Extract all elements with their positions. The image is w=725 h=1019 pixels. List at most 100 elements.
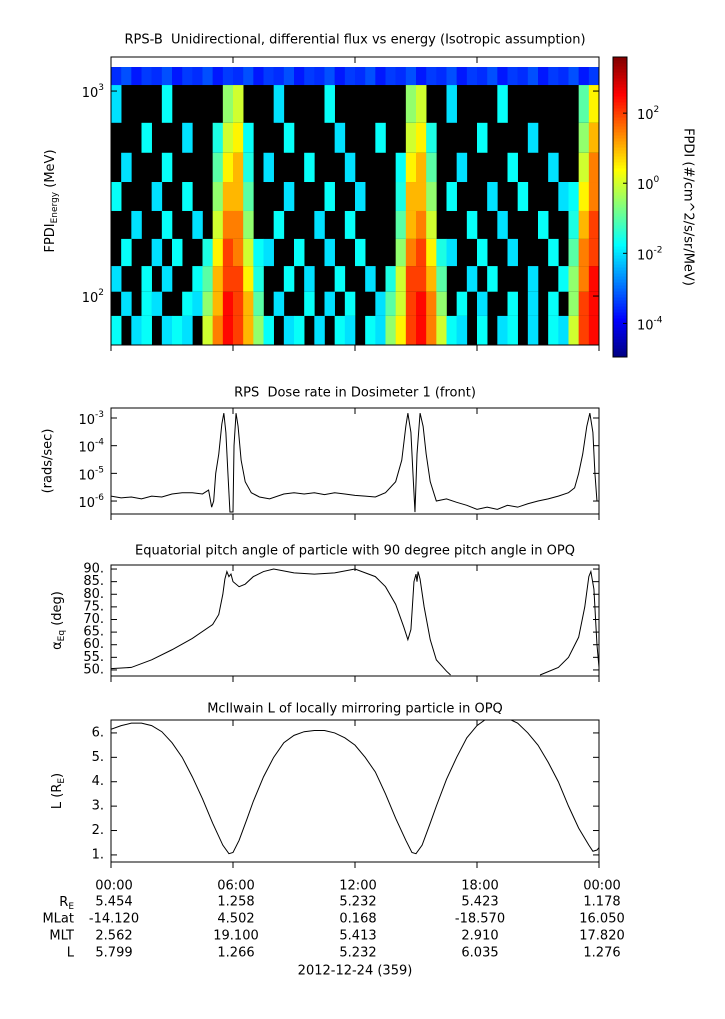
colorbar-swatch bbox=[613, 90, 627, 94]
heatmap-cell bbox=[405, 85, 417, 123]
colorbar-swatch bbox=[613, 288, 627, 292]
heatmap-cell bbox=[517, 67, 529, 86]
heatmap-cell bbox=[395, 315, 407, 345]
y-tick-label: 10-6 bbox=[78, 493, 104, 511]
colorbar-swatch bbox=[613, 69, 627, 73]
heatmap-cell bbox=[233, 266, 244, 292]
heatmap-cell bbox=[253, 315, 264, 345]
heatmap-cell bbox=[283, 67, 295, 86]
heatmap-cell bbox=[416, 238, 427, 267]
heatmap-cell bbox=[182, 67, 193, 86]
ephemeris-value: 1.266 bbox=[217, 946, 254, 961]
heatmap-cell bbox=[263, 152, 274, 183]
heatmap-cell bbox=[527, 291, 539, 316]
heatmap-cell bbox=[568, 315, 579, 345]
heatmap-cell bbox=[161, 315, 173, 345]
heatmap-cell bbox=[578, 122, 590, 153]
heatmap-cell bbox=[294, 67, 305, 86]
heatmap-cell bbox=[426, 152, 437, 183]
colorbar-swatch bbox=[613, 330, 627, 334]
heatmap-cell bbox=[273, 291, 285, 316]
colorbar-swatch bbox=[613, 282, 627, 286]
heatmap-cell bbox=[111, 85, 122, 123]
heatmap-cell bbox=[355, 67, 366, 86]
colorbar-swatch bbox=[613, 246, 627, 250]
heatmap-cell bbox=[385, 266, 396, 292]
ephemeris-value: 5.413 bbox=[339, 929, 376, 944]
colorbar-swatch bbox=[613, 135, 627, 139]
colorbar-swatch bbox=[613, 228, 627, 232]
heatmap-cell bbox=[578, 315, 590, 345]
heatmap-cell bbox=[161, 67, 173, 86]
ephemeris-value: -18.570 bbox=[455, 912, 505, 927]
heatmap-cell bbox=[131, 67, 142, 86]
heatmap-cell bbox=[395, 210, 407, 239]
heatmap-cell bbox=[212, 182, 224, 211]
heatmap-cell bbox=[334, 67, 346, 86]
heatmap-cell bbox=[121, 152, 132, 183]
colorbar-swatch bbox=[613, 87, 627, 91]
heatmap-cell bbox=[588, 238, 599, 267]
ephemeris-value: 0.168 bbox=[339, 912, 376, 927]
heatmap-cell bbox=[578, 152, 590, 183]
heatmap-cell bbox=[233, 315, 244, 345]
heatmap-cell bbox=[436, 315, 447, 345]
colorbar-swatch bbox=[613, 123, 627, 127]
heatmap-cell bbox=[436, 266, 447, 292]
y-axis-label: αEq (deg) bbox=[50, 591, 67, 650]
date-label: 2012-12-24 (359) bbox=[298, 964, 413, 979]
colorbar-swatch bbox=[613, 225, 627, 229]
colorbar-swatch bbox=[613, 195, 627, 199]
heatmap-cell bbox=[497, 210, 508, 239]
colorbar-swatch bbox=[613, 78, 627, 82]
heatmap-cell bbox=[131, 210, 142, 239]
colorbar-swatch bbox=[613, 342, 627, 346]
heatmap-cell bbox=[283, 182, 295, 211]
heatmap-cell bbox=[588, 210, 599, 239]
heatmap-cell bbox=[222, 291, 234, 316]
heatmap-cell bbox=[253, 67, 264, 86]
heatmap-cell bbox=[212, 122, 224, 153]
colorbar-swatch bbox=[613, 207, 627, 211]
heatmap-cell bbox=[253, 266, 264, 292]
heatmap-cell bbox=[212, 266, 224, 292]
heatmap-cell bbox=[365, 266, 376, 292]
colorbar-swatch bbox=[613, 96, 627, 100]
colorbar-swatch bbox=[613, 216, 627, 220]
heatmap-cell bbox=[588, 85, 599, 123]
heatmap-cell bbox=[243, 291, 254, 316]
y-tick-label: 1. bbox=[92, 847, 104, 862]
colorbar-swatch bbox=[613, 99, 627, 103]
heatmap-cell bbox=[344, 315, 356, 345]
colorbar-swatch bbox=[613, 240, 627, 244]
heatmap-cell bbox=[426, 291, 437, 316]
colorbar-swatch bbox=[613, 312, 627, 316]
heatmap-cell bbox=[588, 266, 599, 292]
heatmap-cell bbox=[222, 315, 234, 345]
colorbar-swatch bbox=[613, 174, 627, 178]
heatmap-cell bbox=[243, 67, 254, 86]
ephemeris-value: 17.820 bbox=[579, 929, 625, 944]
x-tick-label: 00:00 bbox=[95, 879, 132, 894]
heatmap-cell bbox=[507, 238, 518, 267]
y-tick-label: 4. bbox=[92, 774, 104, 789]
heatmap-cell bbox=[375, 67, 386, 86]
heatmap-cell bbox=[202, 266, 213, 292]
colorbar-swatch bbox=[613, 105, 627, 109]
heatmap-cell bbox=[385, 67, 396, 86]
y-tick-label: 65. bbox=[83, 625, 104, 640]
heatmap-cell bbox=[202, 238, 213, 267]
heatmap-cell bbox=[405, 152, 417, 183]
colorbar-swatch bbox=[613, 303, 627, 307]
heatmap-cell bbox=[161, 85, 173, 123]
y-tick-label: 10-5 bbox=[78, 465, 104, 483]
heatmap-cell bbox=[263, 67, 274, 86]
colorbar-swatch bbox=[613, 204, 627, 208]
plot-frame bbox=[110, 564, 600, 677]
colorbar-swatch bbox=[613, 243, 627, 247]
colorbar-swatch bbox=[613, 354, 627, 358]
panel-title: RPS-B Unidirectional, differential flux … bbox=[124, 33, 585, 48]
heatmap-cell bbox=[446, 85, 457, 123]
y-tick-label: 3. bbox=[92, 799, 104, 814]
